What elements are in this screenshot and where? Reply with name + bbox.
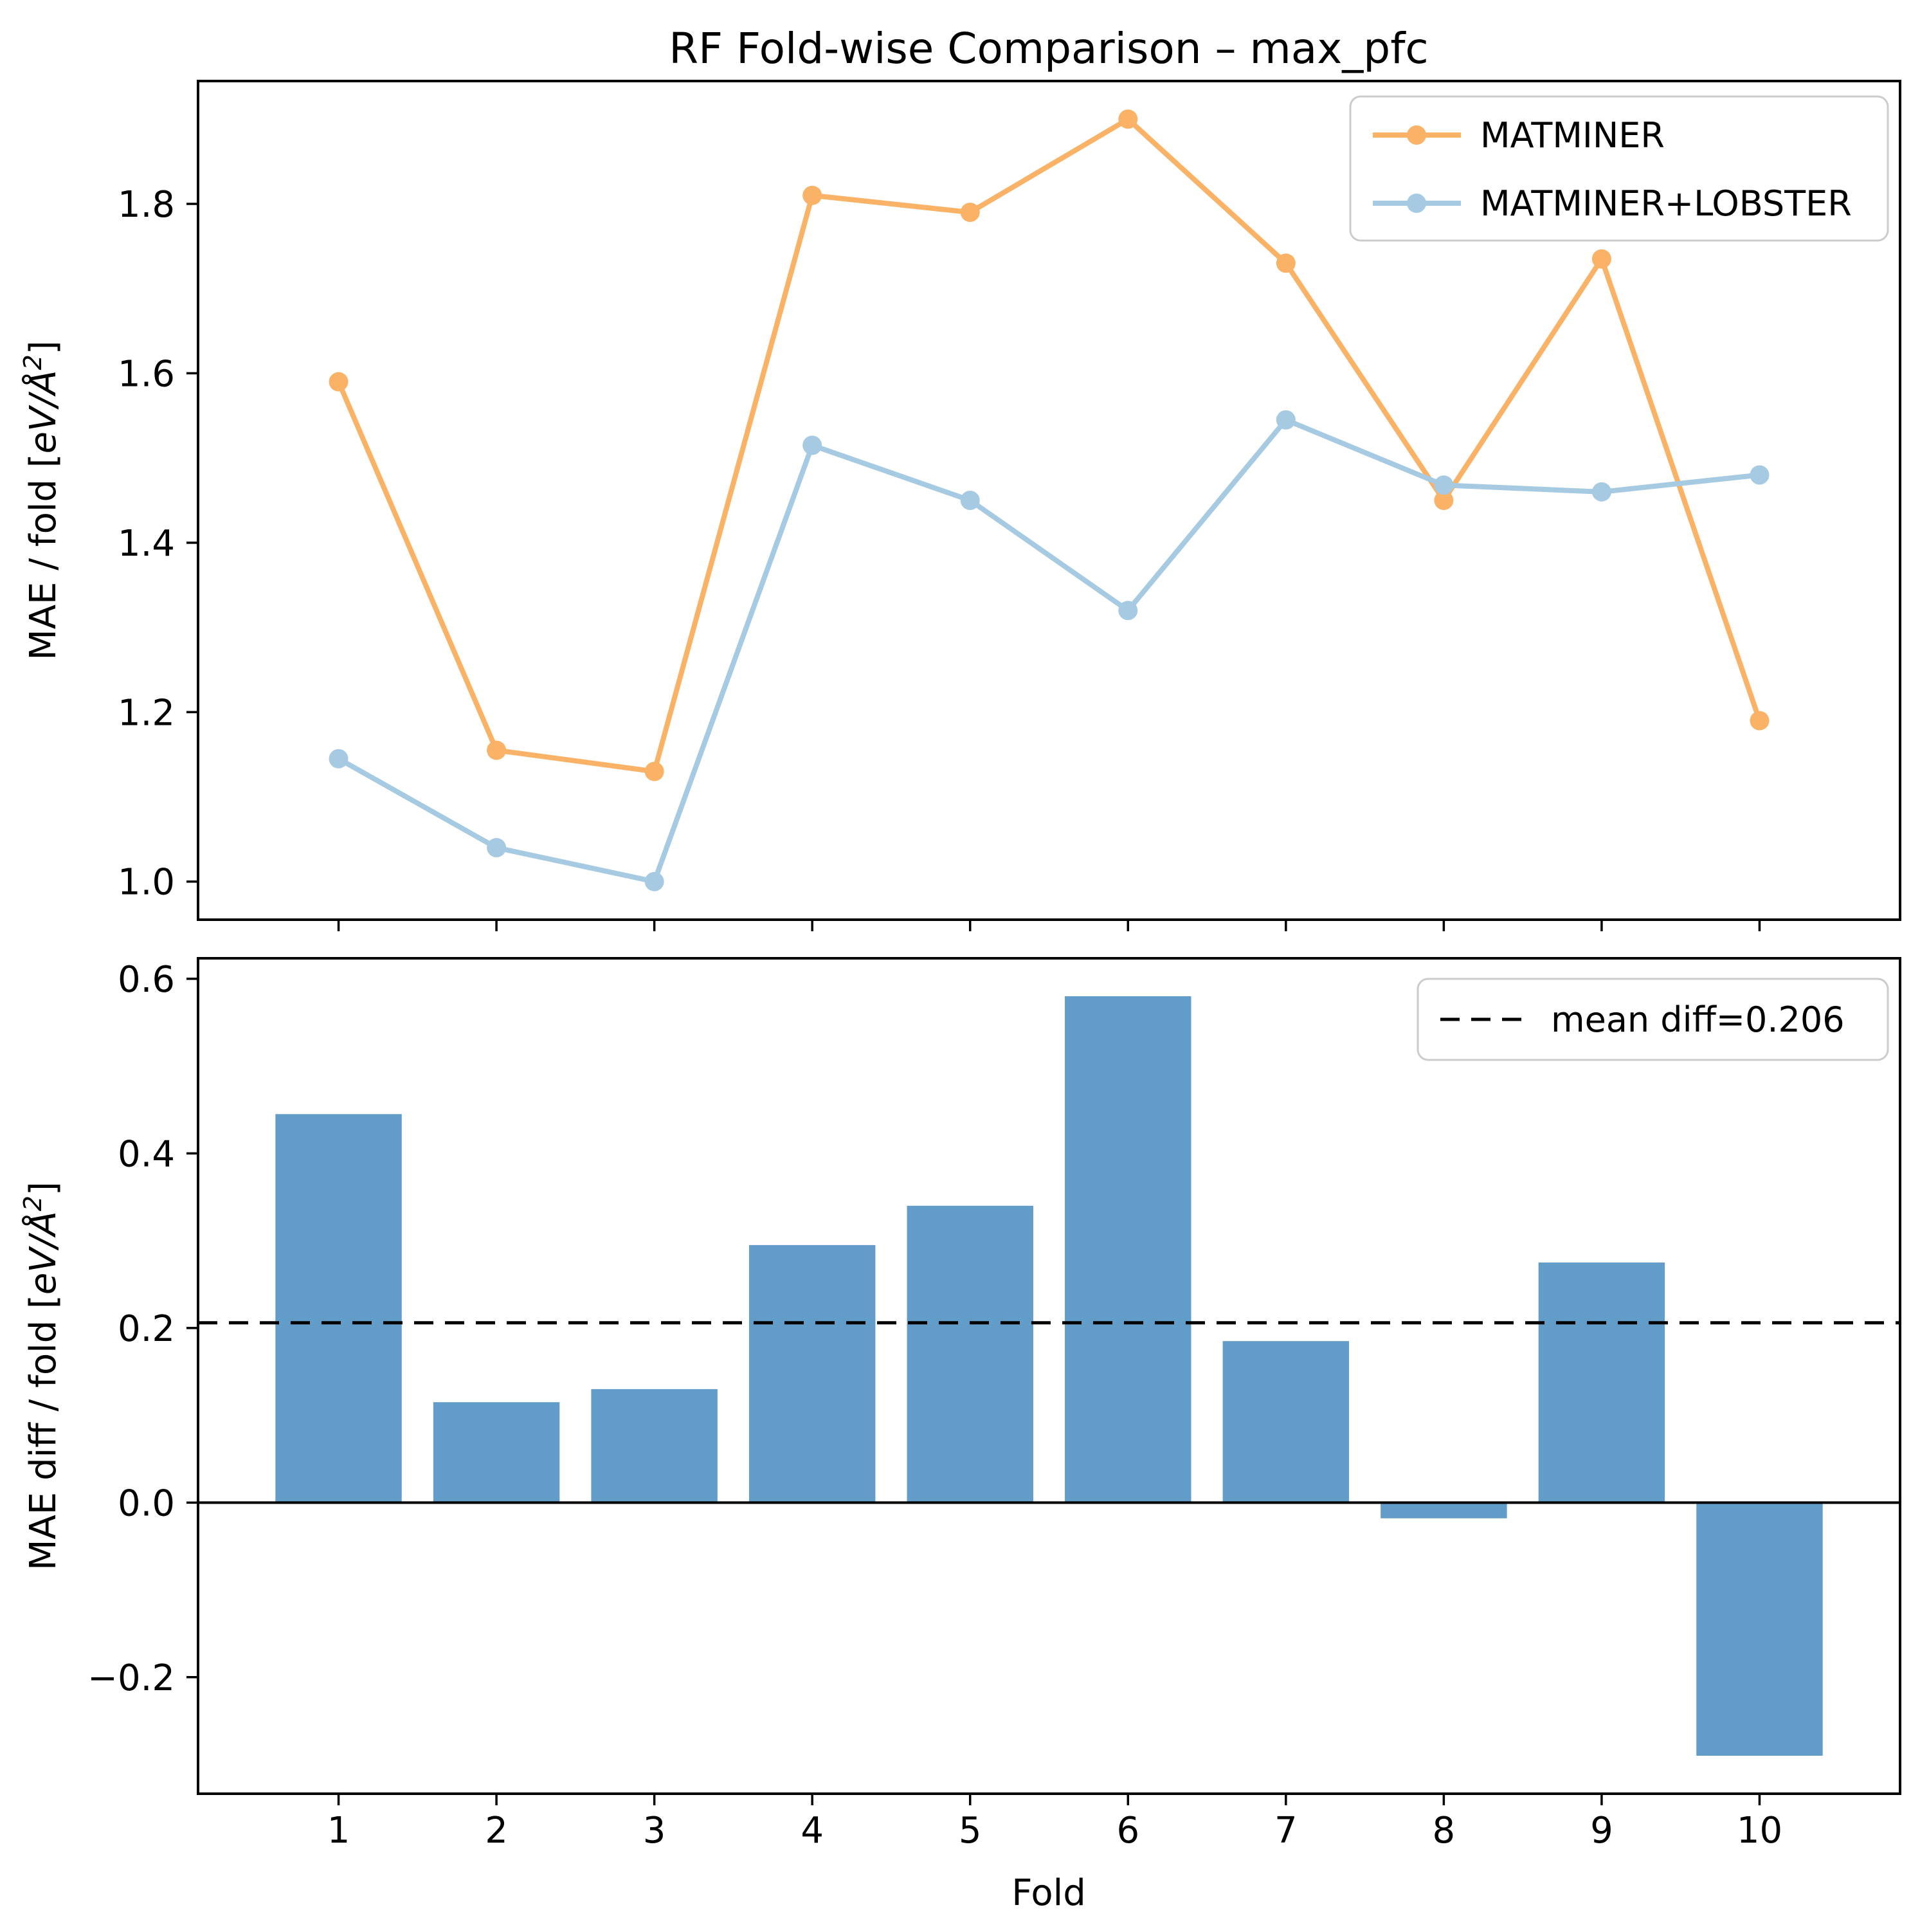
y-tick-label: 0.4	[118, 1133, 175, 1175]
x-tick-label: 7	[1274, 1810, 1298, 1852]
x-tick-label: 1	[327, 1810, 350, 1852]
legend-label-mean-diff: mean diff=0.206	[1551, 999, 1845, 1040]
top-plot: 1.0 1.2 1.4 1.6 1.8 MAE / fold [eV/Å2]	[19, 80, 1901, 931]
legend-marker-matminer-lobster-icon	[1407, 194, 1426, 213]
line-matminer-lobster	[336, 417, 1762, 884]
x-tick-label: 3	[643, 1810, 666, 1852]
marker-matminer-fold-10	[1750, 711, 1770, 731]
x-tick-label: 4	[801, 1810, 824, 1852]
marker-matminer-lobster-fold-1	[329, 749, 349, 769]
y-tick-label: 0.6	[118, 959, 175, 1001]
chart-title: RF Fold-wise Comparison – max_pfc	[669, 24, 1428, 73]
bar-fold-9	[1538, 1262, 1665, 1503]
marker-matminer-lobster-fold-3	[644, 871, 664, 891]
x-tick-label: 10	[1737, 1810, 1782, 1852]
plot-frame	[197, 80, 1901, 921]
marker-matminer-fold-6	[1118, 109, 1138, 129]
marker-matminer-lobster-fold-2	[487, 838, 507, 858]
legend-top: MATMINER MATMINER+LOBSTER	[1349, 95, 1889, 242]
x-axis-label: Fold	[1011, 1872, 1086, 1914]
legend-label-matminer-lobster: MATMINER+LOBSTER	[1480, 183, 1852, 224]
marker-matminer-lobster-fold-10	[1750, 465, 1770, 485]
x-tick-label: 5	[959, 1810, 982, 1852]
bar-fold-4	[748, 1244, 876, 1503]
bar-fold-8	[1381, 1502, 1507, 1518]
bar-fold-5	[907, 1205, 1033, 1503]
y-tick-label: 0.0	[118, 1482, 175, 1524]
legend-mean-diff: mean diff=0.206	[1417, 978, 1889, 1061]
bar-fold-10	[1696, 1502, 1823, 1756]
marker-matminer-fold-7	[1276, 253, 1296, 273]
x-tick-label: 8	[1433, 1810, 1456, 1852]
y-tick-label: 1.0	[118, 862, 175, 904]
y-tick-label: 1.2	[118, 692, 175, 734]
bar-fold-2	[433, 1402, 560, 1503]
marker-matminer-fold-4	[802, 185, 822, 205]
line-matminer	[336, 116, 1762, 774]
marker-matminer-fold-9	[1591, 249, 1611, 269]
y-tick-label: 1.8	[118, 184, 175, 226]
marker-matminer-lobster-fold-6	[1118, 601, 1138, 621]
bar-fold-1	[275, 1114, 402, 1503]
marker-matminer-lobster-fold-4	[802, 435, 822, 455]
y-tick-label: 1.6	[118, 353, 175, 395]
marker-matminer-lobster-fold-5	[960, 491, 980, 510]
bar-fold-3	[591, 1389, 718, 1503]
marker-matminer-lobster-fold-7	[1276, 410, 1296, 430]
y-tick-label: 0.2	[118, 1308, 175, 1350]
top-y-axis-label: MAE / fold [eV/Å2]	[19, 340, 64, 660]
plot-frame	[197, 957, 1901, 1795]
bottom-y-axis-label: MAE diff / fold [eV/Å2]	[19, 1181, 64, 1571]
legend-label-matminer: MATMINER	[1480, 115, 1665, 156]
bar-fold-7	[1222, 1341, 1350, 1503]
marker-matminer-fold-8	[1434, 491, 1454, 510]
x-tick-label: 2	[485, 1810, 508, 1852]
x-tick-label: 6	[1116, 1810, 1139, 1852]
marker-matminer-lobster-fold-9	[1591, 482, 1611, 502]
y-tick-label: −0.2	[87, 1657, 175, 1699]
marker-matminer-lobster-fold-8	[1434, 475, 1454, 495]
x-tick-label: 9	[1590, 1810, 1613, 1852]
legend-frame	[1349, 95, 1889, 242]
y-tick-label: 1.4	[118, 523, 175, 565]
marker-matminer-fold-5	[960, 203, 980, 223]
marker-matminer-fold-3	[644, 761, 664, 781]
bar-fold-6	[1065, 996, 1191, 1503]
marker-matminer-fold-1	[329, 372, 349, 392]
legend-frame	[1417, 978, 1889, 1061]
bottom-plot: 0.6 0.4 0.2 0.0 −0.2 1 2 3 4 5 6 7 8 9 10 MAE diff / fo…	[19, 957, 1901, 1852]
legend-marker-matminer-icon	[1407, 125, 1426, 145]
marker-matminer-fold-2	[487, 740, 507, 760]
